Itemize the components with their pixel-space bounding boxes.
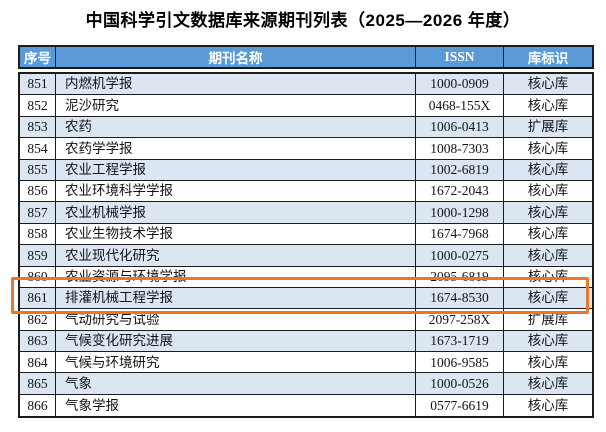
db-label-cell: 核心库 bbox=[527, 333, 569, 349]
table-row: 851 内燃机学报 1000-0909 核心库 bbox=[20, 74, 592, 96]
row-number-cell: 865 bbox=[20, 373, 56, 394]
table-row: 863 气候变化研究进展 1673-1719 核心库 bbox=[20, 330, 592, 353]
db-label-cell: 核心库 bbox=[527, 375, 569, 391]
issn-cell: 1006-0413 bbox=[416, 116, 504, 138]
table-row: 856 农业环境科学学报 1672-2043 核心库 bbox=[20, 180, 592, 203]
row-number-cell: 858 bbox=[20, 223, 56, 245]
issn-cell: 1674-7968 bbox=[416, 223, 504, 245]
column-header-no: 序号 bbox=[20, 47, 56, 67]
db-label-cell: 扩展库 bbox=[527, 311, 569, 327]
table-row: 858 农业生物技术学报 1674-7968 核心库 bbox=[20, 223, 592, 246]
db-label-cell: 核心库 bbox=[527, 354, 569, 370]
journal-name-cell: 农业资源与环境学报 bbox=[56, 266, 416, 287]
column-header-issn: ISSN bbox=[416, 47, 504, 67]
db-label-cell: 核心库 bbox=[527, 97, 569, 113]
row-number-cell: 862 bbox=[20, 309, 56, 330]
issn-cell: 0577-6619 bbox=[416, 394, 504, 417]
row-number-cell: 864 bbox=[20, 352, 56, 373]
db-label-cell: 核心库 bbox=[527, 204, 569, 220]
row-number-cell: 860 bbox=[20, 266, 56, 287]
issn-cell: 0468-155X bbox=[416, 95, 504, 116]
table-row: 857 农业机械学报 1000-1298 核心库 bbox=[20, 202, 592, 224]
table-row: 865 气象 1000-0526 核心库 bbox=[20, 373, 592, 395]
column-header-name: 期刊名称 bbox=[56, 47, 416, 67]
db-label-cell: 核心库 bbox=[527, 397, 569, 413]
page-title: 中国科学引文数据库来源期刊列表（2025—2026 年度） bbox=[85, 11, 521, 30]
row-number-cell: 856 bbox=[20, 180, 56, 202]
journal-name-cell: 气候与环境研究 bbox=[56, 352, 416, 373]
db-label-cell: 核心库 bbox=[527, 76, 569, 92]
journal-name-cell: 农业机械学报 bbox=[56, 202, 416, 223]
table-row: 854 农药学学报 1008-7303 核心库 bbox=[20, 138, 592, 160]
table-row: 853 农药 1006-0413 扩展库 bbox=[20, 116, 592, 139]
db-label-cell: 核心库 bbox=[527, 226, 569, 242]
issn-cell: 1000-1298 bbox=[416, 202, 504, 223]
journal-name-cell: 泥沙研究 bbox=[56, 95, 416, 116]
db-label-cell: 核心库 bbox=[527, 268, 569, 284]
issn-cell: 2095-6819 bbox=[416, 266, 504, 287]
issn-cell: 1008-7303 bbox=[416, 138, 504, 159]
issn-cell: 1674-8530 bbox=[416, 287, 504, 309]
db-label-cell: 核心库 bbox=[527, 247, 569, 263]
journal-name-cell: 气候变化研究进展 bbox=[56, 330, 416, 352]
table-row: 866 气象学报 0577-6619 核心库 bbox=[20, 394, 592, 417]
journal-name-cell: 气象学报 bbox=[56, 394, 416, 417]
db-label-cell: 扩展库 bbox=[527, 119, 569, 135]
journal-name-cell: 农药 bbox=[56, 116, 416, 138]
row-number-cell: 853 bbox=[20, 116, 56, 138]
journal-name-cell: 农业现代化研究 bbox=[56, 245, 416, 266]
table-header-row: 序号 期刊名称 ISSN 库标识 bbox=[18, 45, 594, 69]
table-body: 851 内燃机学报 1000-0909 核心库 852 泥沙研究 0468-155X 核心库 8… bbox=[18, 72, 594, 419]
issn-cell: 2097-258X bbox=[416, 309, 504, 330]
table-row: 860 农业资源与环境学报 2095-6819 核心库 bbox=[20, 266, 592, 288]
issn-cell: 1000-0275 bbox=[416, 245, 504, 266]
row-number-cell: 852 bbox=[20, 95, 56, 116]
table-row: 852 泥沙研究 0468-155X 核心库 bbox=[20, 95, 592, 117]
db-label-cell: 核心库 bbox=[527, 290, 569, 306]
db-label-cell: 核心库 bbox=[527, 140, 569, 156]
journal-name-cell: 内燃机学报 bbox=[56, 74, 416, 95]
issn-cell: 1006-9585 bbox=[416, 352, 504, 373]
journal-name-cell: 气象 bbox=[56, 373, 416, 394]
issn-cell: 1000-0526 bbox=[416, 373, 504, 394]
table-row-highlighted: 861 排灌机械工程学报 1674-8530 核心库 bbox=[20, 287, 592, 310]
table-row: 859 农业现代化研究 1000-0275 核心库 bbox=[20, 245, 592, 267]
issn-cell: 1673-1719 bbox=[416, 330, 504, 352]
journal-name-cell: 农药学学报 bbox=[56, 138, 416, 159]
journal-name-cell: 农业工程学报 bbox=[56, 159, 416, 180]
issn-cell: 1000-0909 bbox=[416, 74, 504, 95]
row-number-cell: 859 bbox=[20, 245, 56, 266]
issn-cell: 1672-2043 bbox=[416, 180, 504, 202]
table-row: 855 农业工程学报 1002-6819 核心库 bbox=[20, 159, 592, 181]
column-header-db: 库标识 bbox=[527, 51, 569, 66]
row-number-cell: 855 bbox=[20, 159, 56, 180]
table-row: 862 气动研究与试验 2097-258X 扩展库 bbox=[20, 309, 592, 331]
table-row: 864 气候与环境研究 1006-9585 核心库 bbox=[20, 352, 592, 374]
row-number-cell: 851 bbox=[20, 74, 56, 95]
journal-name-cell: 农业环境科学学报 bbox=[56, 180, 416, 202]
db-label-cell: 核心库 bbox=[527, 162, 569, 177]
db-label-cell: 核心库 bbox=[527, 183, 569, 199]
issn-cell: 1002-6819 bbox=[416, 159, 504, 180]
row-number-cell: 857 bbox=[20, 202, 56, 223]
row-number-cell: 861 bbox=[20, 287, 56, 309]
row-number-cell: 866 bbox=[20, 394, 56, 417]
journal-name-cell: 排灌机械工程学报 bbox=[56, 287, 416, 309]
journal-table: 序号 期刊名称 ISSN 库标识 851 内燃机学报 1000-0909 核心库 852… bbox=[18, 45, 594, 419]
journal-name-cell: 气动研究与试验 bbox=[56, 309, 416, 330]
row-number-cell: 854 bbox=[20, 138, 56, 159]
row-number-cell: 863 bbox=[20, 330, 56, 352]
journal-name-cell: 农业生物技术学报 bbox=[56, 223, 416, 245]
